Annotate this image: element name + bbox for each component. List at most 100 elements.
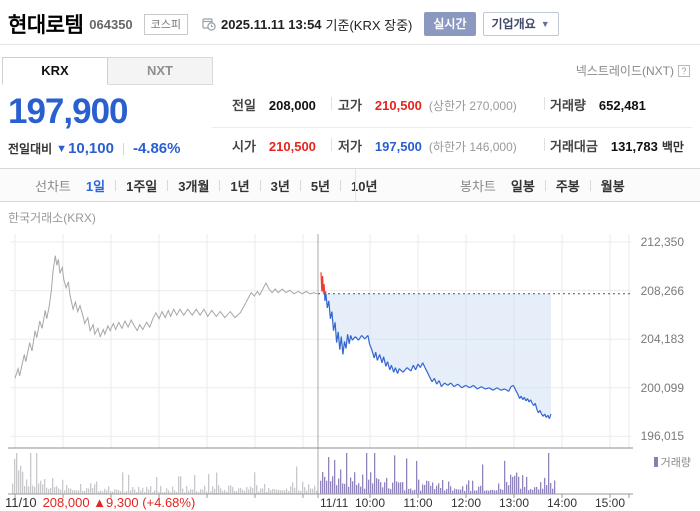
clock-icon <box>202 17 216 31</box>
tab-nxt[interactable]: NXT <box>107 57 213 85</box>
quote-field-value-traded: 거래대금 131,783 백만 <box>550 136 684 155</box>
quote-field-label: 고가 <box>338 98 362 113</box>
quote-field-high: 고가 210,500 (상한가 270,000) <box>338 95 517 114</box>
price-line-day1 <box>14 255 318 379</box>
line-chart-label[interactable]: 선차트 <box>35 178 71 194</box>
quote-field-label: 거래량 <box>550 98 586 113</box>
line-chart-periods: 선차트 1일 1주일 3개월 1년 3년 5년 10년 <box>35 169 377 201</box>
volume-legend-icon <box>653 457 658 467</box>
change-label: 전일대비 <box>8 142 53 156</box>
quote-field-label: 전일 <box>232 98 256 113</box>
prev-day-change: 208,000 ▲9,300 (+4.68%) <box>42 495 196 510</box>
quote-row-divider <box>212 127 692 128</box>
volume-legend-label: 거래량 <box>660 457 691 469</box>
period-7[interactable]: 10년 <box>351 178 378 194</box>
y-axis-label: 212,350 <box>640 235 684 249</box>
intraday-chart <box>8 234 633 498</box>
toolbar-divider <box>355 169 356 201</box>
x-axis-label: 10:00 <box>354 496 386 510</box>
toolbar-separator <box>115 179 117 191</box>
toolbar-separator <box>589 179 591 191</box>
toolbar-separator <box>299 179 301 191</box>
x-axis-label: 11:00 <box>403 496 433 510</box>
header: 현대로템 064350 코스피 2025.11.11 13:54 기준(KRX … <box>8 9 559 39</box>
volume-legend: 거래량 <box>653 454 691 470</box>
price-change-row: 전일대비 ▼ 10,100 -4.86% <box>8 140 180 157</box>
candle-chart-periods: 봉차트 일봉 주봉 월봉 <box>460 169 625 201</box>
period-6[interactable]: 5년 <box>310 178 331 194</box>
quote-field-open: 시가 210,500 <box>232 136 316 155</box>
quote-field-label: 저가 <box>338 139 362 154</box>
down-arrow-icon: ▼ <box>56 142 68 155</box>
candle-chart-label[interactable]: 봉차트 <box>460 178 496 194</box>
x-axis-label: 14:00 <box>546 496 578 510</box>
quote-field-prev-close: 전일 208,000 <box>232 95 316 114</box>
company-overview-button[interactable]: 기업개요 ▼ <box>482 12 559 36</box>
quote-basis: 기준(KRX 장중) <box>325 17 413 33</box>
volume-bars <box>12 453 556 494</box>
toolbar-separator <box>544 179 546 191</box>
y-axis-label: 200,099 <box>640 380 684 395</box>
candle-period-2[interactable]: 주봉 <box>555 178 580 194</box>
change-percent: -4.86% <box>132 140 181 157</box>
chart-toolbar: 선차트 1일 1주일 3개월 1년 3년 5년 10년 봉차트 일봉 주봉 월봉 <box>0 168 700 202</box>
x-axis-label: 12:00 <box>450 496 482 510</box>
toolbar-separator <box>340 179 342 191</box>
quote-field-label: 시가 <box>232 139 256 154</box>
period-5[interactable]: 3년 <box>270 178 290 194</box>
period-4[interactable]: 1년 <box>230 178 250 194</box>
y-axis-label: 204,183 <box>640 332 684 347</box>
quote-field-low: 저가 197,500 (하한가 146,000) <box>338 136 517 155</box>
realtime-button[interactable]: 실시간 <box>424 12 476 36</box>
candle-period-1[interactable]: 일봉 <box>510 178 535 194</box>
quote-column-divider <box>544 138 545 151</box>
quote-field-value: 131,783 <box>610 139 658 154</box>
tab-krx[interactable]: KRX <box>2 57 108 85</box>
change-value: 10,100 <box>68 140 114 157</box>
x-axis-label: 13:00 <box>498 496 530 510</box>
time-axis-ticks <box>14 494 630 498</box>
period-2[interactable]: 1주일 <box>126 178 158 194</box>
x-axis-label: 11/11 <box>320 496 349 510</box>
current-price: 197,900 <box>8 92 129 131</box>
exchange-source-label: 한국거래소(KRX) <box>8 211 96 225</box>
candle-period-3[interactable]: 월봉 <box>600 178 625 194</box>
period-3[interactable]: 3개월 <box>178 178 210 194</box>
quote-field-value: 208,000 <box>268 98 316 113</box>
nextrade-label: 넥스트레이드(NXT) <box>575 64 674 78</box>
period-1[interactable]: 1일 <box>85 178 106 194</box>
y-axis-label: 196,015 <box>640 429 684 444</box>
nextrade-link[interactable]: 넥스트레이드(NXT) ? <box>576 62 690 79</box>
quote-field-value: 652,481 <box>598 98 646 113</box>
loss-area-fill <box>321 293 551 419</box>
help-icon[interactable]: ? <box>678 64 690 77</box>
quote-field-label: 거래대금 <box>550 139 598 154</box>
toolbar-separator <box>259 179 261 191</box>
quote-field-value: 210,500 <box>374 98 422 113</box>
header-divider <box>0 44 700 45</box>
quote-datetime: 2025.11.11 13:54 <box>221 16 322 32</box>
company-overview-label: 기업개요 <box>491 17 536 31</box>
price-line-day2-down <box>324 293 552 419</box>
quote-column-divider <box>331 97 332 110</box>
stock-code: 064350 <box>89 16 133 32</box>
quote-field-limit: (하한가 146,000) <box>428 140 517 154</box>
toolbar-separator <box>219 179 221 191</box>
stock-name: 현대로템 <box>8 14 84 37</box>
quote-field-volume: 거래량 652,481 <box>550 95 646 114</box>
quote-column-divider <box>544 97 545 110</box>
market-badge: 코스피 <box>143 13 189 35</box>
prev-day-summary: 11/10 208,000 ▲9,300 (+4.68%) <box>5 495 195 510</box>
prev-day-date: 11/10 <box>5 495 37 510</box>
price-line-day2-up <box>320 272 327 294</box>
x-axis-label: 15:00 <box>594 496 626 510</box>
quote-field-value: 197,500 <box>374 139 422 154</box>
chevron-down-icon: ▼ <box>540 18 550 29</box>
y-axis-label: 208,266 <box>640 283 684 298</box>
quote-field-value: 210,500 <box>268 139 316 154</box>
quote-column-divider <box>331 138 332 151</box>
quote-field-limit: (상한가 270,000) <box>428 99 517 113</box>
toolbar-separator <box>167 179 169 191</box>
quote-fields: 전일 208,000 고가 210,500 (상한가 270,000) 거래량 652,48… <box>232 85 694 167</box>
